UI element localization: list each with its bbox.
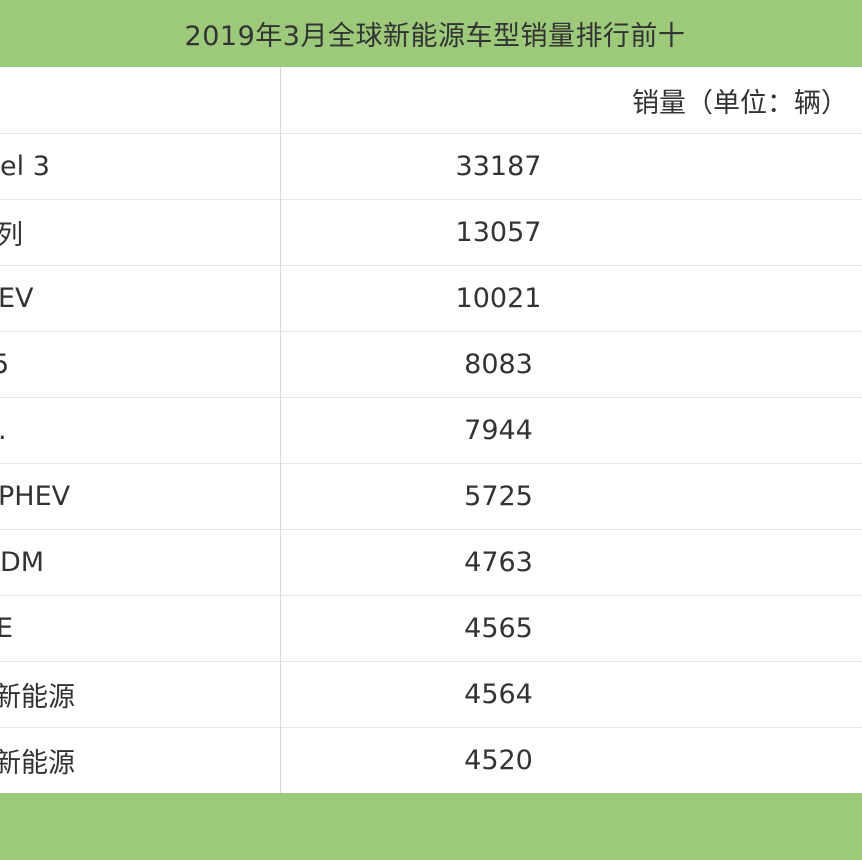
page-title: 2019年3月全球新能源车型销量排行前十 — [184, 21, 686, 52]
table-header-row: 销量（单位：辆） — [0, 67, 862, 134]
sales-value: 5725 — [464, 481, 533, 512]
model-name: 新能源 — [0, 748, 75, 779]
sales-value: 8083 — [464, 349, 533, 380]
model-name: 列 — [0, 220, 23, 251]
model-name: E — [0, 613, 14, 644]
model-name-cell: 5 — [0, 332, 280, 397]
sales-value-cell: 13057 — [280, 200, 862, 265]
sales-table: 销量（单位：辆） el 3 33187 列 13057 EV 1002 — [0, 67, 862, 793]
model-name: . — [0, 415, 7, 446]
model-name-cell: el 3 — [0, 134, 280, 199]
sales-value-cell: 4520 — [280, 728, 862, 793]
sales-value-cell: 5725 — [280, 464, 862, 529]
sales-value: 33187 — [455, 151, 542, 182]
sales-value-cell: 7944 — [280, 398, 862, 463]
model-name-cell: DM — [0, 530, 280, 595]
sales-value: 4565 — [464, 613, 533, 644]
sales-value: 13057 — [455, 217, 542, 248]
sales-value: 4520 — [464, 745, 533, 776]
model-name-cell: E — [0, 596, 280, 661]
model-name-cell: 新能源 — [0, 728, 280, 793]
model-name: 5 — [0, 349, 10, 380]
sales-value-cell: 33187 — [280, 134, 862, 199]
table-row: E 4565 — [0, 596, 862, 662]
table-row: EV 10021 — [0, 266, 862, 332]
sales-value-cell: 8083 — [280, 332, 862, 397]
model-name-cell: EV — [0, 266, 280, 331]
model-name: PHEV — [0, 481, 71, 512]
sales-value: 7944 — [464, 415, 533, 446]
table-row: el 3 33187 — [0, 134, 862, 200]
header-name-cell — [0, 67, 280, 133]
table-row: 新能源 4520 — [0, 728, 862, 793]
table-row: 列 13057 — [0, 200, 862, 266]
model-name-cell: PHEV — [0, 464, 280, 529]
sales-value: 10021 — [455, 283, 542, 314]
model-name-cell: 新能源 — [0, 662, 280, 727]
title-bar: 2019年3月全球新能源车型销量排行前十 — [0, 0, 862, 67]
model-name: 新能源 — [0, 682, 75, 713]
sales-value-cell: 4565 — [280, 596, 862, 661]
sales-value-cell: 4564 — [280, 662, 862, 727]
footer-bar — [0, 793, 862, 860]
model-name: EV — [0, 283, 34, 314]
model-name: el 3 — [0, 151, 50, 182]
model-name-cell: 列 — [0, 200, 280, 265]
sales-value-cell: 10021 — [280, 266, 862, 331]
table-row: 新能源 4564 — [0, 662, 862, 728]
sales-value: 4564 — [464, 679, 533, 710]
column-divider — [280, 67, 281, 793]
sales-value: 4763 — [464, 547, 533, 578]
model-name: DM — [0, 547, 45, 578]
header-value-cell: 销量（单位：辆） — [280, 67, 848, 133]
table-row: DM 4763 — [0, 530, 862, 596]
table-row: PHEV 5725 — [0, 464, 862, 530]
table-row: 5 8083 — [0, 332, 862, 398]
table-row: . 7944 — [0, 398, 862, 464]
sales-value-cell: 4763 — [280, 530, 862, 595]
header-value-label: 销量（单位：辆） — [632, 87, 848, 119]
model-name-cell: . — [0, 398, 280, 463]
